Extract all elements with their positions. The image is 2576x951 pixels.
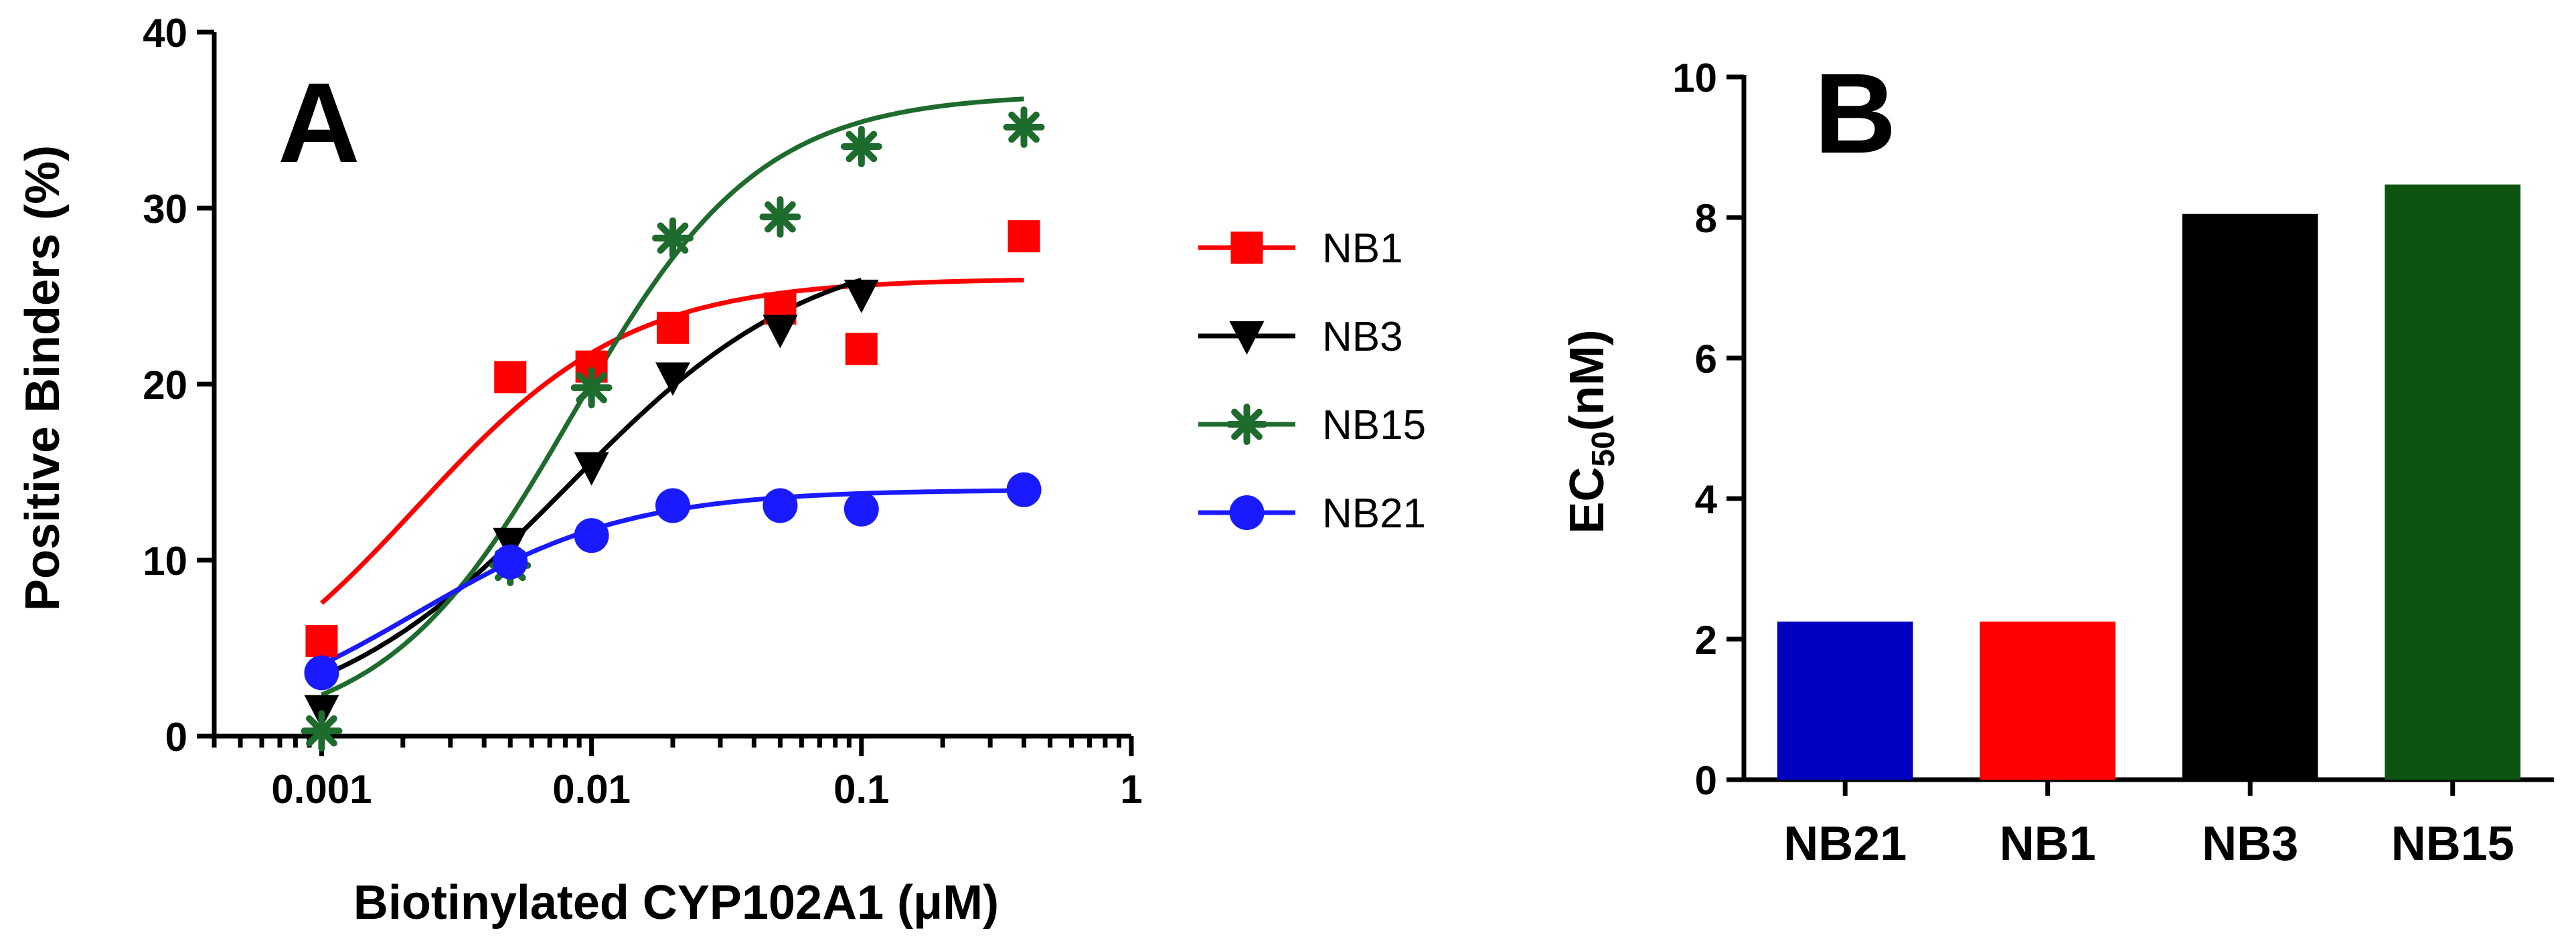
panel-b-y-title-subscript: 50: [1586, 431, 1621, 466]
x-tick-label: 1: [1120, 767, 1142, 812]
marker-stroke: [846, 131, 878, 163]
data-point-nb3: [762, 315, 798, 349]
x-tick-label: 0.01: [552, 767, 631, 812]
panel-a-fit-curves: [320, 96, 1024, 697]
y-tick-label: 8: [1695, 196, 1717, 241]
data-point-nb15: [759, 196, 801, 238]
data-point-nb21: [655, 488, 690, 523]
legend-marker-nb1: [1230, 232, 1263, 264]
y-tick-label: 0: [165, 715, 187, 760]
bar-nb15: [2385, 184, 2521, 780]
panel-b-y-axis-title: EC50(nM): [1560, 329, 1621, 533]
data-point-nb3: [843, 279, 879, 313]
data-point-nb15: [301, 710, 343, 752]
data-point-nb1: [494, 361, 527, 394]
panel-b-y-title-unit: (nM): [1560, 329, 1614, 431]
data-point-nb15: [652, 217, 694, 259]
data-point-nb21: [574, 518, 609, 553]
panel-b: B EC50(nM) 0 2 4 6 8 10 NB21 NB1 NB3 NB15: [1560, 50, 2554, 871]
panel-a-axes: 0 10 20 30 40 0.001 0.01 0.1 1: [143, 11, 1142, 812]
panel-a-letter: A: [278, 60, 360, 187]
data-point-nb21: [762, 488, 798, 523]
y-tick-label: 4: [1695, 477, 1718, 522]
y-tick-label: 10: [143, 539, 187, 584]
bar-nb1: [1980, 621, 2116, 780]
panel-a-data-points: [301, 106, 1045, 752]
legend-marker-nb21: [1229, 495, 1265, 530]
data-point-nb3: [574, 452, 609, 486]
panel-a-legend: NB1 NB3 NB15 NB21: [1198, 226, 1426, 537]
legend-label-nb3: NB3: [1322, 314, 1403, 360]
marker-stroke: [306, 715, 337, 747]
y-tick-label: 0: [1695, 758, 1717, 803]
bar-nb21: [1777, 621, 1913, 780]
data-point-nb1: [1008, 220, 1040, 253]
data-point-nb21: [1006, 472, 1042, 507]
x-category-label: NB21: [1783, 817, 1907, 871]
data-point-nb1: [305, 624, 338, 657]
x-category-label: NB3: [2202, 817, 2298, 871]
y-tick-label: 40: [143, 11, 187, 56]
legend-label-nb1: NB1: [1322, 226, 1403, 272]
y-tick-label: 30: [143, 187, 187, 232]
x-category-label: NB15: [2391, 817, 2514, 871]
bar-nb3: [2182, 213, 2318, 780]
panel-b-letter: B: [1814, 50, 1897, 177]
legend-marker-nb3: [1229, 321, 1265, 355]
marker-stroke: [1231, 408, 1263, 440]
panel-a-y-axis-title: Positive Binders (%): [16, 145, 70, 611]
data-point-nb21: [304, 655, 339, 691]
data-point-nb15: [1003, 106, 1045, 149]
data-point-nb1: [657, 311, 689, 344]
data-point-nb3: [655, 362, 690, 396]
panel-a: A Positive Binders (%) Biotinylated CYP1…: [16, 11, 1426, 930]
y-tick-label: 20: [143, 363, 187, 408]
x-tick-label: 0.001: [271, 767, 372, 812]
y-tick-label: 2: [1695, 618, 1717, 663]
marker-stroke: [1008, 111, 1040, 143]
marker-stroke: [576, 371, 608, 404]
data-point-nb1: [845, 333, 878, 365]
data-point-nb21: [493, 544, 528, 580]
x-category-label: NB1: [2000, 817, 2096, 871]
legend-label-nb15: NB15: [1322, 402, 1426, 448]
y-tick-label: 6: [1695, 337, 1717, 381]
panel-b-bars: [1777, 184, 2521, 780]
legend-label-nb21: NB21: [1322, 491, 1426, 537]
data-point-nb15: [840, 125, 882, 167]
data-point-nb21: [843, 491, 879, 527]
marker-stroke: [764, 201, 796, 233]
panel-b-y-title-base: EC: [1560, 467, 1614, 534]
marker-stroke: [657, 222, 689, 254]
legend-marker-nb15: [1226, 404, 1268, 445]
panel-a-x-axis-title: Biotinylated CYP102A1 (μM): [353, 876, 999, 930]
x-tick-label: 0.1: [833, 767, 889, 812]
y-tick-label: 10: [1672, 56, 1717, 100]
data-point-nb15: [570, 367, 613, 409]
